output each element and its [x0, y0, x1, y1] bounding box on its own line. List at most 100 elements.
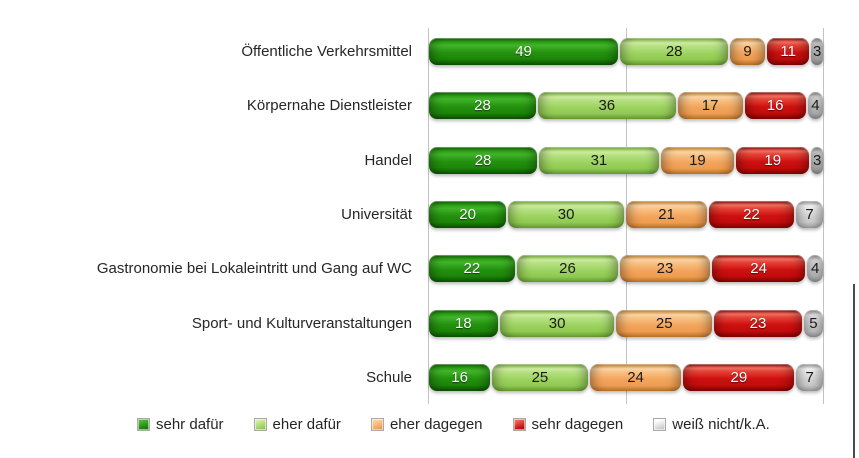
bar-segment: 49	[429, 38, 619, 65]
bar-segment: 25	[492, 364, 588, 392]
legend-marker-icon	[253, 417, 267, 431]
value-label: 23	[749, 314, 767, 332]
bar-segment: 19	[660, 146, 735, 174]
value-label: 25	[655, 314, 673, 332]
stacked-bar: 28 31 19 19 3	[429, 146, 823, 174]
category-label: Sport- und Kulturveranstaltungen	[191, 314, 412, 332]
value-label: 26	[559, 260, 576, 278]
category-label: Universität	[341, 206, 412, 224]
legend-marker-icon	[653, 417, 667, 431]
legend-label: eher dagegen	[389, 415, 483, 433]
bar-segment: 19	[736, 146, 810, 174]
value-label: 49	[515, 43, 532, 60]
value-label: 23	[656, 260, 674, 278]
bar-segment: 30	[508, 201, 624, 229]
value-label: 16	[451, 369, 468, 387]
value-label: 28	[474, 151, 492, 169]
value-label: 31	[590, 151, 608, 169]
category-label: Gastronomie bei Lokaleintritt und Gang a…	[96, 260, 412, 278]
legend-label: weiß nicht/k.A.	[672, 415, 770, 433]
bar-segment: 24	[589, 364, 682, 392]
bar-segment: 16	[429, 364, 491, 392]
value-label: 11	[780, 43, 796, 60]
category-label: Schule	[366, 369, 412, 387]
bar-segment: 26	[516, 255, 619, 283]
value-label: 4	[811, 97, 820, 115]
value-label: 16	[766, 97, 784, 115]
bar-segment: 5	[803, 309, 824, 337]
gridline-0-percent	[428, 28, 429, 404]
legend-item: sehr dafür	[137, 416, 224, 433]
bar-segment: 4	[807, 92, 823, 120]
value-label: 19	[689, 151, 706, 169]
bar-segment: 11	[766, 38, 810, 65]
value-label: 28	[474, 97, 491, 115]
value-label: 30	[557, 206, 575, 224]
legend-label: sehr dafür	[156, 415, 224, 433]
bar-row: Sport- und Kulturveranstaltungen 18 30 25 23…	[0, 309, 859, 337]
bar-row: Universität 20 30 21 22 7	[0, 201, 859, 229]
bar-segment: 23	[714, 309, 802, 337]
legend-label: eher dafür	[272, 415, 341, 433]
bar-segment: 36	[538, 92, 676, 120]
stacked-bar: 18 30 25 23 5	[429, 309, 824, 337]
page-edge-rule	[853, 284, 855, 458]
bar-segment: 18	[429, 309, 498, 337]
bar-row: Schule 16 25 24 29 7	[0, 364, 859, 392]
stacked-bar: 22 26 23 24 4	[429, 255, 823, 283]
bar-segment: 24	[711, 255, 806, 283]
stacked-bar: 28 36 17 16 4	[429, 92, 823, 120]
value-label: 20	[459, 206, 476, 224]
value-label: 24	[627, 369, 644, 387]
value-label: 18	[455, 314, 472, 332]
value-label: 19	[764, 151, 782, 169]
value-label: 25	[531, 369, 549, 387]
value-label: 36	[598, 97, 616, 115]
legend-item: sehr dagegen	[512, 416, 623, 433]
bar-segment: 4	[807, 255, 823, 283]
value-label: 7	[805, 369, 814, 387]
value-label: 3	[813, 151, 822, 169]
value-label: 3	[813, 43, 822, 60]
bar-segment: 22	[709, 201, 794, 229]
legend-item: weiß nicht/k.A.	[653, 416, 770, 433]
category-label: Handel	[364, 151, 412, 169]
category-label: Öffentliche Verkehrsmittel	[241, 43, 412, 60]
chart-legend: sehr dafür eher dafür eher dagegen sehr dag…	[137, 413, 770, 435]
bar-segment: 28	[429, 146, 538, 174]
legend-item: eher dagegen	[370, 415, 483, 433]
gridline-100-percent	[823, 28, 824, 404]
bar-segment: 3	[811, 146, 823, 174]
legend-marker-icon	[370, 417, 384, 431]
bar-segment: 7	[796, 364, 823, 392]
bar-segment: 28	[429, 92, 537, 120]
legend-marker-icon	[512, 417, 526, 431]
value-label: 24	[750, 260, 767, 278]
bar-segment: 28	[620, 38, 729, 65]
bar-row: Handel 28 31 19 19 3	[0, 146, 859, 174]
bar-segment: 17	[677, 92, 743, 120]
bar-segment: 21	[626, 201, 708, 229]
value-label: 22	[463, 260, 481, 278]
bar-segment: 20	[429, 201, 507, 229]
bar-row: Öffentliche Verkehrsmittel 49 28 9 11 3	[0, 38, 859, 65]
bar-segment: 31	[539, 146, 659, 174]
bar-row: Körpernahe Dienstleister 28 36 17 16 4	[0, 92, 859, 120]
value-label: 5	[809, 314, 818, 332]
category-label: Körpernahe Dienstleister	[246, 97, 412, 115]
bar-segment: 25	[616, 309, 712, 337]
stacked-bar: 49 28 9 11 3	[429, 38, 823, 65]
value-label: 9	[743, 43, 752, 60]
bar-segment: 22	[429, 255, 515, 283]
bar-segment: 7	[795, 201, 823, 229]
value-label: 17	[701, 97, 719, 115]
value-label: 4	[811, 260, 820, 278]
stacked-bar: 20 30 21 22 7	[429, 201, 823, 229]
legend-item: eher dafür	[253, 415, 341, 433]
legend-marker-icon	[137, 417, 150, 431]
bar-segment: 9	[730, 38, 765, 65]
bar-row: Gastronomie bei Lokaleintritt und Gang a…	[0, 255, 859, 283]
value-label: 30	[548, 314, 566, 332]
value-label: 21	[658, 206, 675, 224]
